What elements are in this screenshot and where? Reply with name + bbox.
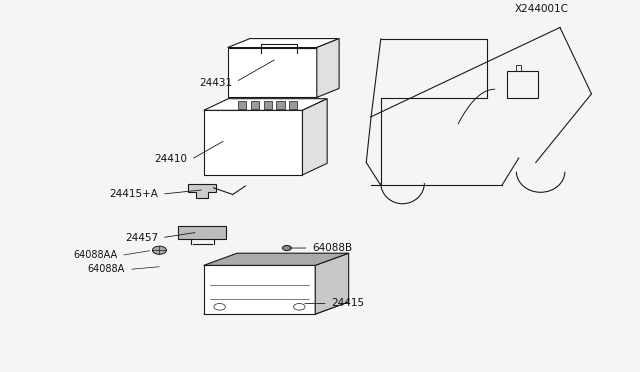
Polygon shape	[204, 99, 327, 110]
Text: 24457: 24457	[125, 233, 158, 243]
Text: 64088AA: 64088AA	[73, 250, 117, 260]
Polygon shape	[228, 48, 317, 97]
Text: X244001C: X244001C	[515, 4, 568, 14]
Polygon shape	[303, 99, 327, 175]
Circle shape	[152, 246, 166, 254]
Text: 64088A: 64088A	[88, 264, 125, 275]
Bar	[516, 65, 521, 71]
Text: 24431: 24431	[199, 78, 232, 89]
Bar	[507, 71, 538, 99]
Polygon shape	[204, 253, 349, 265]
Text: 64088B: 64088B	[312, 243, 353, 253]
Bar	[264, 100, 272, 109]
Polygon shape	[317, 39, 339, 97]
Polygon shape	[204, 265, 316, 314]
Polygon shape	[228, 39, 339, 48]
Text: 24410: 24410	[154, 154, 188, 164]
Bar	[178, 225, 227, 239]
Polygon shape	[188, 184, 216, 198]
Text: 24415+A: 24415+A	[109, 189, 158, 199]
Polygon shape	[204, 110, 303, 175]
Polygon shape	[316, 253, 349, 314]
Polygon shape	[204, 302, 349, 314]
Circle shape	[282, 246, 291, 251]
Bar	[276, 100, 285, 109]
Bar	[251, 100, 259, 109]
Bar	[238, 100, 246, 109]
Text: 24415: 24415	[332, 298, 365, 308]
Bar	[289, 100, 298, 109]
